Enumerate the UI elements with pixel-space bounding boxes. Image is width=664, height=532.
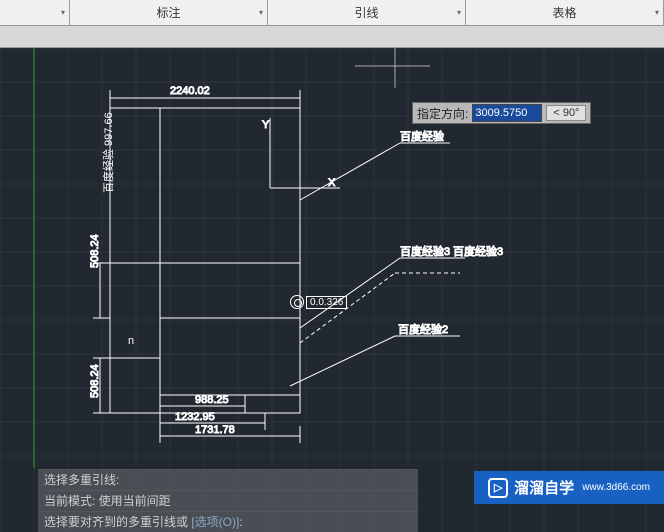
direction-input[interactable]	[472, 104, 542, 122]
drawing-canvas[interactable]: 2240.02 百度经验 997.66 508.24 508.24 n 988.…	[0, 48, 664, 532]
toolbar-label: 表格	[552, 4, 576, 21]
dim-left-low: 508.24	[89, 358, 110, 413]
play-icon: ▷	[488, 478, 508, 498]
dim-bottom2: 1731.78	[160, 424, 300, 443]
dim-left-mid: 508.24	[89, 234, 110, 318]
command-line[interactable]: 选择多重引线: 当前模式: 使用当前间距 选择要对齐到的多重引线或 [选项(O)…	[38, 469, 418, 532]
toolbar-section-leader[interactable]: 引线 ▾	[268, 0, 466, 25]
toolbar-label: 标注	[156, 4, 180, 21]
watermark: ▷ 溜溜自学 www.3d66.com	[474, 471, 664, 504]
ribbon-toolbar: ▾ 标注 ▾ 引线 ▾ 表格 ▾	[0, 0, 664, 26]
toolbar-section-table[interactable]: 表格 ▾	[466, 0, 664, 25]
svg-text:1232.95: 1232.95	[175, 411, 215, 423]
expand-icon: ▾	[259, 8, 263, 17]
ucs-icon: Y X	[262, 118, 340, 189]
svg-text:百度经验3: 百度经验3	[400, 244, 450, 258]
direction-tooltip: 指定方向: < 90°	[412, 102, 591, 124]
svg-text:百度经验: 百度经验	[400, 129, 444, 143]
svg-text:508.24: 508.24	[89, 364, 101, 398]
leader-1: 百度经验	[300, 129, 450, 200]
cmd-history-2: 当前模式: 使用当前间距	[38, 490, 418, 511]
target-icon	[290, 295, 304, 309]
watermark-sub: www.3d66.com	[582, 482, 650, 493]
dim-left-upper: 百度经验 997.66	[101, 112, 115, 193]
cmd-prompt-colon: :	[239, 515, 242, 529]
dim-n: n	[128, 335, 134, 347]
cmd-option[interactable]: [选项(O)]	[191, 515, 239, 529]
cmd-prompt-text: 选择要对齐到的多重引线或	[44, 515, 191, 529]
ribbon-gap	[0, 26, 664, 48]
expand-icon: ▾	[655, 8, 659, 17]
svg-text:2240.02: 2240.02	[170, 85, 210, 97]
svg-text:Y: Y	[262, 119, 270, 131]
expand-icon: ▾	[457, 8, 461, 17]
dim-inner-low: 988.25	[160, 394, 245, 406]
angle-readout: < 90°	[546, 105, 586, 121]
circle-value: 0.0.326	[306, 296, 347, 309]
circle-readout: 0.0.326	[290, 295, 347, 309]
expand-icon: ▾	[61, 8, 65, 17]
toolbar-label: 引线	[354, 4, 378, 21]
cmd-prompt: 选择要对齐到的多重引线或 [选项(O)]:	[38, 511, 418, 532]
svg-text:988.25: 988.25	[195, 394, 229, 406]
watermark-text: 溜溜自学	[514, 477, 574, 498]
svg-text:1731.78: 1731.78	[195, 424, 235, 436]
toolbar-section-blank[interactable]: ▾	[0, 0, 70, 25]
toolbar-section-annotate[interactable]: 标注 ▾	[70, 0, 268, 25]
cmd-history-1: 选择多重引线:	[38, 469, 418, 490]
tooltip-label: 指定方向:	[417, 105, 468, 122]
svg-text:508.24: 508.24	[89, 234, 101, 268]
svg-text:百度经验2: 百度经验2	[398, 322, 448, 336]
svg-text:百度经验3: 百度经验3	[453, 244, 503, 258]
